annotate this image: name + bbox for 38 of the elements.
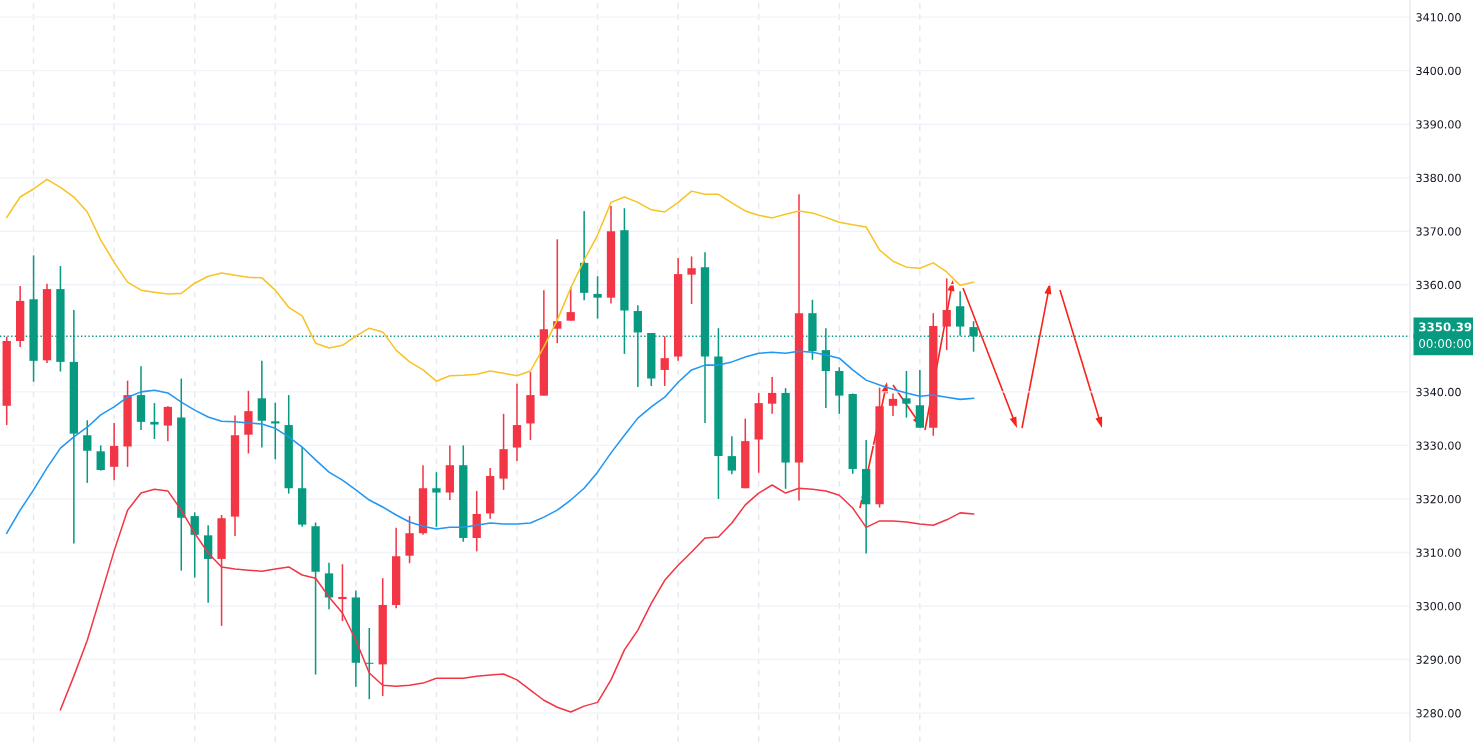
line-series [5, 350, 975, 534]
candlestick [915, 369, 925, 429]
candlestick [405, 515, 414, 564]
candlestick [109, 422, 119, 481]
candlestick [150, 402, 159, 440]
candlestick [942, 277, 951, 351]
candlestick [727, 435, 737, 476]
candlestick [83, 419, 92, 484]
y-tick-label: 3320.00 [1416, 494, 1461, 504]
candlestick [902, 370, 911, 419]
y-tick-label: 3410.00 [1416, 13, 1461, 22]
candlestick [257, 360, 267, 449]
candlestick [163, 405, 173, 442]
y-tick-label: 3390.00 [1416, 120, 1461, 129]
text: 00:00:00 [1419, 339, 1471, 349]
candlestick [338, 563, 347, 622]
candlestick [432, 471, 441, 528]
y-tick-label: 3380.00 [1416, 173, 1461, 183]
candlestick [955, 290, 965, 337]
candlestick [687, 255, 696, 305]
y-tick-label: 3400.00 [1416, 66, 1461, 76]
candlestick [96, 444, 105, 472]
line-series [5, 178, 975, 382]
y-tick-label: 3290.00 [1416, 655, 1461, 664]
y-tick-label: 3310.00 [1416, 548, 1461, 557]
candlestick [593, 275, 602, 320]
y-tick-label: 3300.00 [1416, 602, 1461, 611]
y-tick-label: 3370.00 [1416, 227, 1461, 236]
y-tick-label: 3280.00 [1416, 709, 1461, 718]
candlestick [244, 390, 253, 455]
candlestick [888, 392, 898, 417]
candlestick [512, 383, 522, 462]
y-tick-label: 3330.00 [1416, 441, 1461, 450]
y-tick-label: 3340.00 [1416, 387, 1461, 397]
ref-line-label: 3350.39 [1419, 322, 1472, 332]
candlestick [660, 335, 669, 387]
candlestick [767, 376, 777, 415]
y-tick-label: 3360.00 [1416, 280, 1461, 290]
